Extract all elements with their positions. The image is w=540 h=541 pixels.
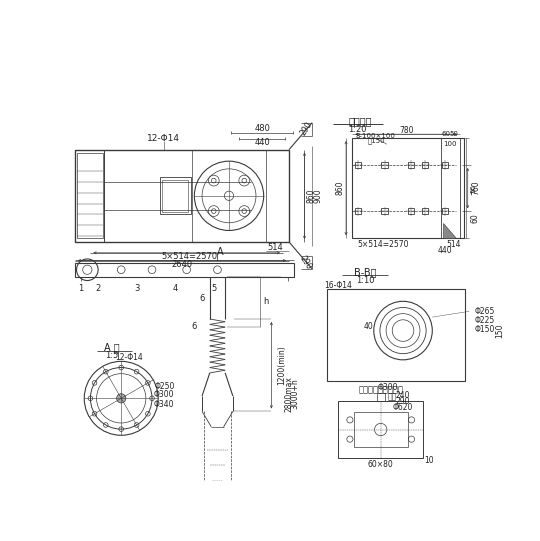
Text: 480: 480	[254, 124, 270, 133]
Text: Φ250: Φ250	[154, 381, 174, 391]
Bar	[75, 150, 104, 242]
Text: 440: 440	[437, 246, 452, 255]
Polygon shape	[443, 223, 456, 238]
Text: A: A	[217, 247, 224, 257]
Text: 100: 100	[443, 141, 457, 147]
Text: 780: 780	[399, 126, 413, 135]
Bar	[381, 208, 388, 214]
Text: 4: 4	[172, 285, 178, 293]
Text: 60: 60	[442, 131, 451, 137]
Text: 50: 50	[471, 184, 477, 193]
Bar	[192, 150, 266, 242]
Text: 900: 900	[314, 188, 323, 203]
Bar	[377, 393, 384, 401]
Text: Φ300: Φ300	[377, 383, 398, 392]
Text: Φ300: Φ300	[154, 390, 174, 399]
Text: Φ340: Φ340	[154, 400, 174, 409]
Text: 1: 1	[78, 285, 84, 293]
Bar	[160, 177, 191, 214]
Text: 60×80: 60×80	[368, 460, 394, 469]
Bar	[352, 138, 464, 238]
Text: 16-Φ14: 16-Φ14	[325, 281, 352, 289]
Bar	[339, 401, 423, 458]
Text: 290: 290	[298, 254, 314, 272]
Text: 290: 290	[396, 397, 410, 406]
Text: 2640: 2640	[172, 260, 193, 269]
Text: 10: 10	[424, 456, 434, 465]
Text: Φ620: Φ620	[393, 403, 413, 412]
Text: 1:10: 1:10	[356, 276, 375, 285]
Bar	[77, 154, 103, 238]
Text: 12-Φ14: 12-Φ14	[147, 134, 180, 143]
Text: 1:5: 1:5	[105, 352, 119, 360]
Text: 6: 6	[199, 294, 205, 303]
Text: 760: 760	[471, 181, 480, 195]
Text: h: h	[264, 297, 269, 306]
Text: 290: 290	[298, 120, 314, 137]
Bar	[327, 289, 465, 381]
Bar	[381, 162, 388, 168]
Bar	[75, 150, 289, 242]
Text: 860: 860	[306, 189, 315, 203]
Text: 240: 240	[396, 391, 410, 400]
Text: 模板: 模板	[388, 392, 397, 401]
Text: 1200(min): 1200(min)	[277, 345, 286, 385]
Text: 8-100×100: 8-100×100	[355, 133, 395, 138]
Text: 60: 60	[471, 213, 480, 223]
Text: 模板直接妈通示意图: 模板直接妈通示意图	[358, 385, 403, 394]
Bar	[354, 412, 408, 447]
Text: 2: 2	[96, 285, 101, 293]
Text: 3000+h: 3000+h	[291, 379, 300, 410]
Text: 40: 40	[363, 322, 373, 331]
Text: A 向: A 向	[104, 342, 120, 353]
Text: 514: 514	[447, 240, 461, 249]
Bar	[442, 208, 448, 214]
Text: 基础孔图: 基础孔图	[348, 116, 372, 126]
Text: 5×514=2570: 5×514=2570	[161, 252, 218, 261]
Bar	[422, 162, 428, 168]
Text: 860: 860	[335, 181, 345, 195]
Bar	[75, 263, 294, 276]
Text: 深150: 深150	[368, 138, 386, 144]
Text: Φ150: Φ150	[475, 325, 495, 334]
Text: Φ265: Φ265	[475, 307, 495, 316]
Circle shape	[117, 394, 126, 403]
Text: 1:20: 1:20	[348, 125, 367, 134]
Text: Φ225: Φ225	[475, 316, 495, 325]
Text: 12-Φ14: 12-Φ14	[115, 353, 143, 362]
Text: 50: 50	[449, 131, 458, 137]
Bar	[162, 180, 188, 212]
Bar	[408, 208, 414, 214]
Text: 150: 150	[496, 324, 504, 338]
Bar	[442, 162, 448, 168]
Bar	[408, 162, 414, 168]
Bar	[355, 162, 361, 168]
Text: 6: 6	[192, 322, 197, 331]
Text: 3: 3	[134, 285, 139, 293]
Text: 440: 440	[254, 138, 270, 147]
Text: 5×514=2570: 5×514=2570	[357, 240, 409, 249]
Bar	[355, 208, 361, 214]
Text: 2800max: 2800max	[285, 376, 294, 412]
Text: B-B向: B-B向	[354, 267, 376, 277]
Bar	[441, 138, 460, 238]
Bar	[422, 208, 428, 214]
Text: 514: 514	[267, 243, 283, 252]
Text: 5: 5	[211, 285, 216, 293]
